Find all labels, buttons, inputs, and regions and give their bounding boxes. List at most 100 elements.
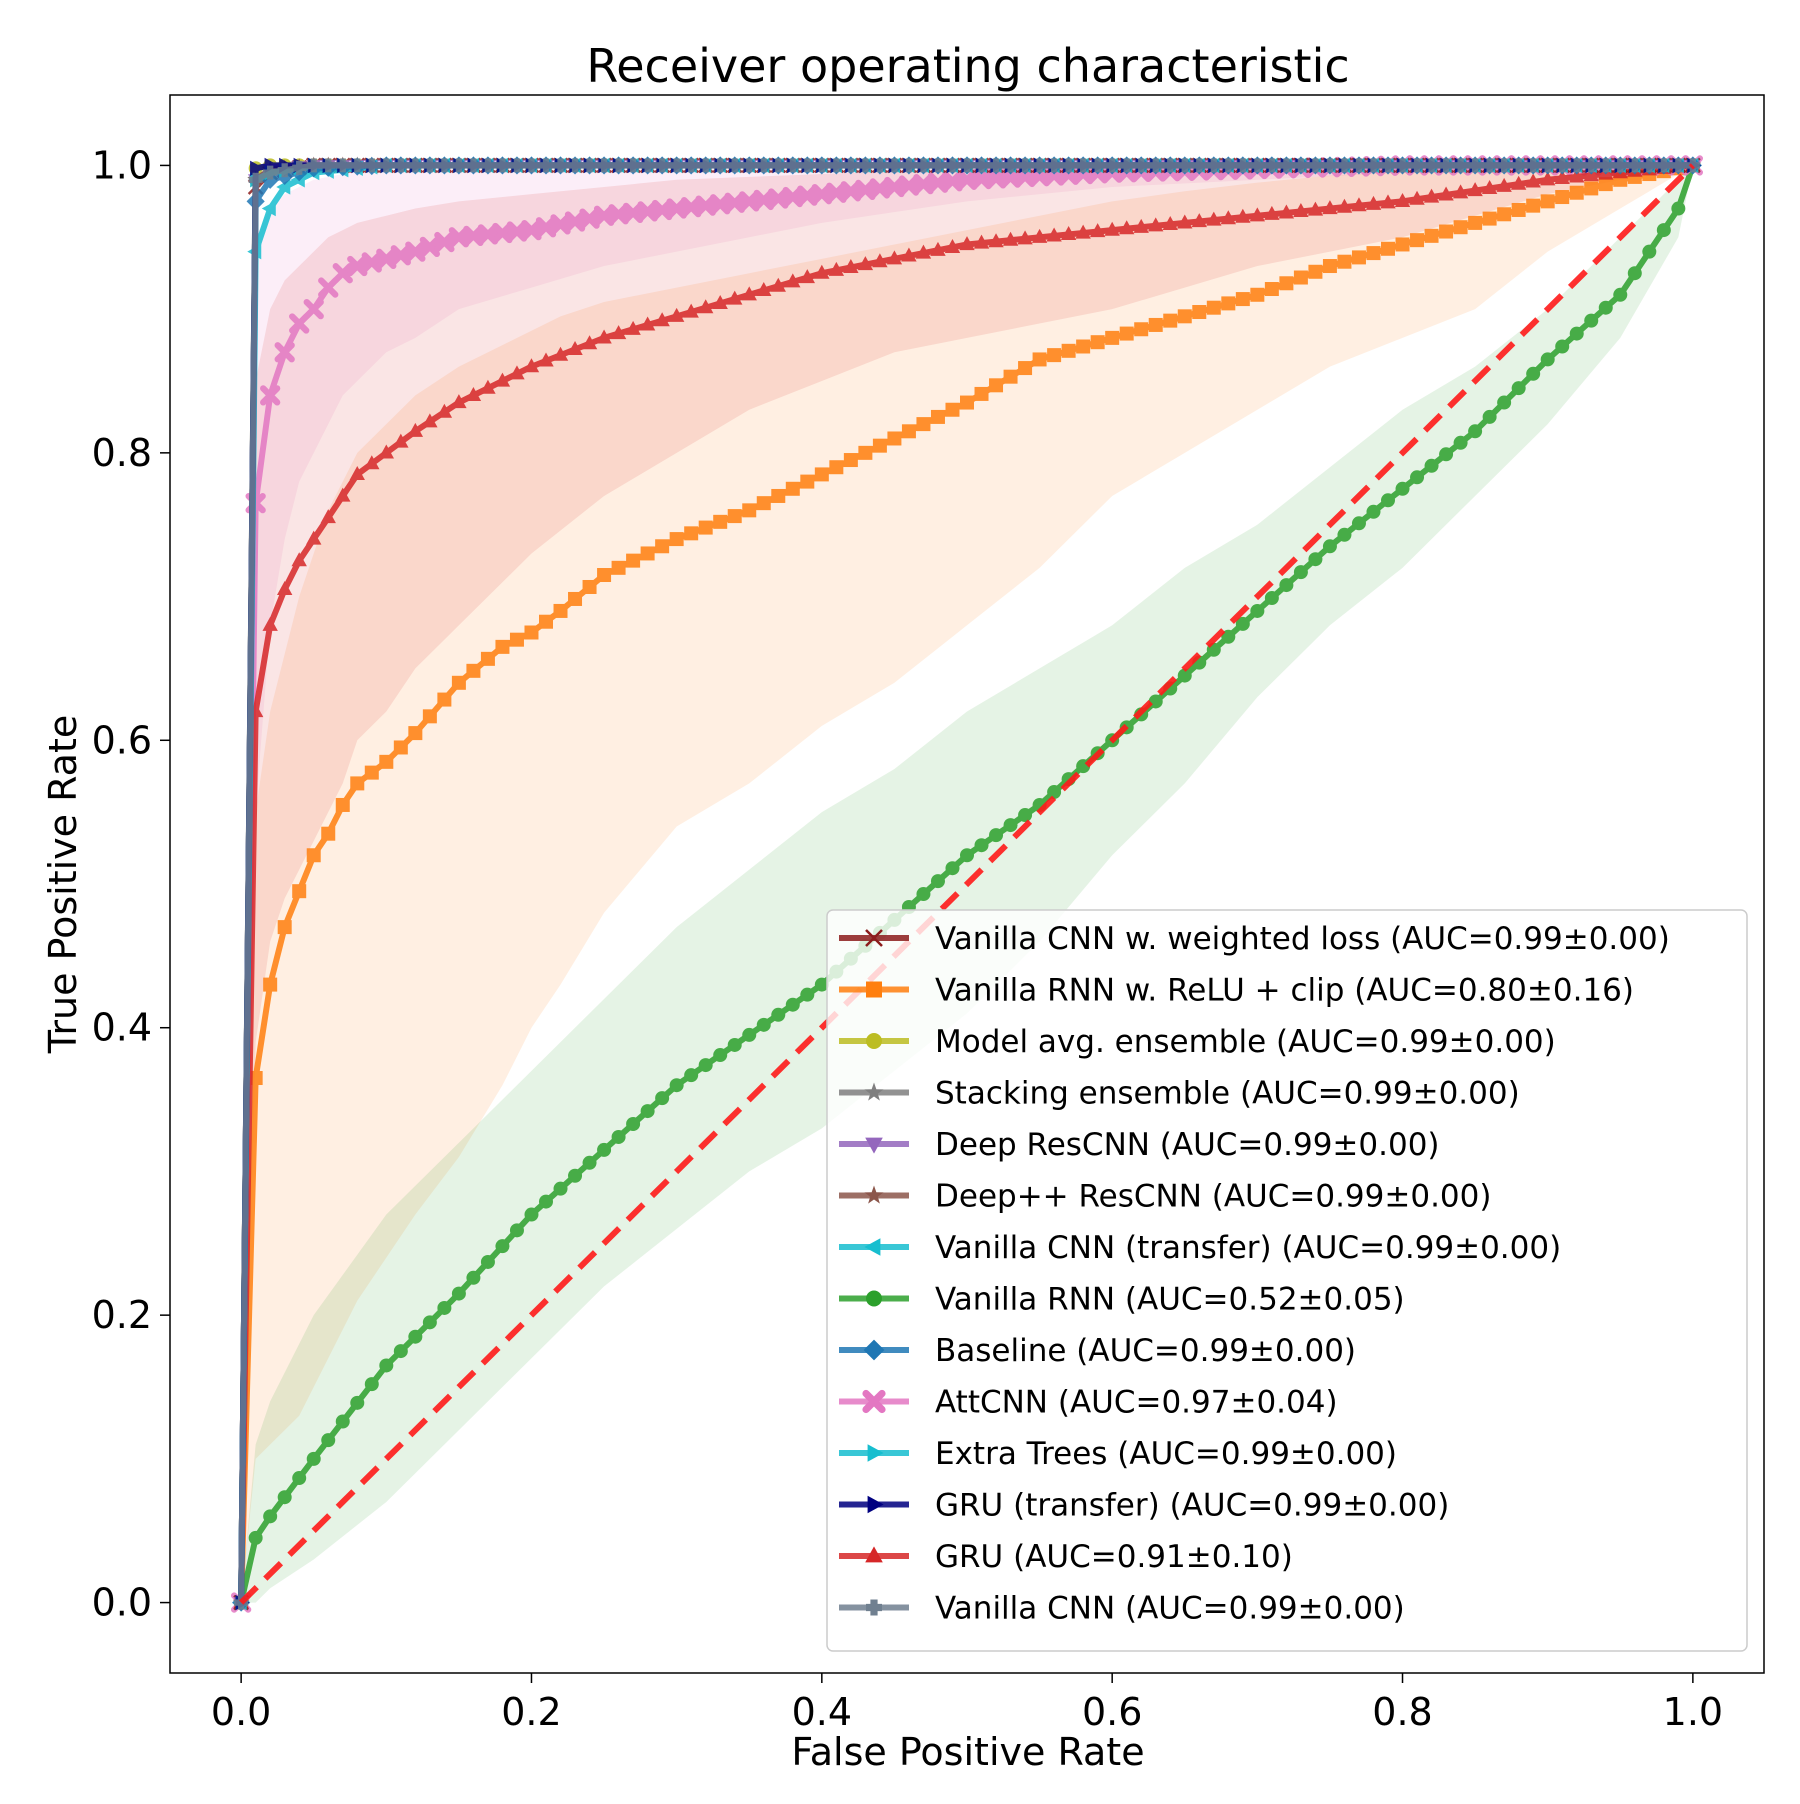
data-point (669, 532, 684, 547)
data-point (930, 241, 946, 256)
data-point (1453, 435, 1468, 450)
data-point (1613, 287, 1628, 302)
data-point (434, 231, 455, 253)
data-point (553, 1181, 568, 1196)
data-point (379, 754, 394, 769)
data-point (1250, 603, 1265, 618)
data-point (956, 169, 978, 190)
data-point (974, 386, 989, 401)
data-point (1642, 244, 1657, 259)
data-point (785, 273, 801, 288)
legend-label: Deep++ ResCNN (AUC=0.99±0.00) (935, 1179, 1491, 1215)
data-point (1264, 205, 1280, 220)
legend-label: Extra Trees (AUC=0.99±0.00) (935, 1436, 1397, 1472)
data-point (814, 158, 829, 173)
series-vanilla-rnn-w-relu-clip (234, 158, 1700, 1610)
data-point (959, 236, 975, 251)
data-point (1177, 309, 1192, 324)
legend-entry: GRU (AUC=0.91±0.10) (839, 1539, 1293, 1575)
data-point (332, 263, 353, 284)
data-point (553, 158, 568, 173)
data-point (260, 385, 281, 406)
data-point (1496, 177, 1512, 192)
y-tick-label: 1.0 (92, 143, 152, 187)
data-point (1525, 173, 1541, 188)
data-point (262, 616, 278, 631)
data-point (1439, 447, 1454, 462)
data-point (306, 158, 321, 173)
legend-label: Deep ResCNN (AUC=0.99±0.00) (935, 1127, 1440, 1163)
data-point (1366, 158, 1381, 173)
data-point (538, 614, 553, 629)
legend-swatch-marker (865, 1546, 883, 1563)
data-point (524, 158, 539, 173)
data-point (799, 269, 816, 284)
data-point (321, 158, 336, 173)
data-point (379, 1358, 394, 1373)
data-point (655, 539, 670, 554)
data-point (1235, 292, 1250, 307)
chance-layer (239, 163, 1695, 1605)
data-point (1336, 198, 1353, 213)
data-point (1134, 158, 1149, 173)
data-point (451, 1286, 466, 1301)
data-point (1192, 158, 1207, 173)
data-point (742, 503, 757, 518)
data-point (1191, 213, 1207, 228)
data-point (451, 394, 467, 409)
data-point (1526, 158, 1541, 173)
data-point (524, 625, 539, 640)
data-point (684, 158, 699, 173)
data-point (1584, 158, 1599, 173)
data-point (1293, 270, 1308, 285)
data-point (930, 158, 945, 173)
data-point (1380, 194, 1396, 209)
y-axis-label: True Positive Rate (41, 715, 85, 1055)
data-point (408, 726, 423, 741)
data-point (1322, 200, 1338, 215)
data-point (1221, 296, 1236, 311)
data-point (1526, 366, 1541, 381)
data-point (451, 158, 466, 173)
data-point (335, 158, 350, 173)
data-point (292, 1471, 307, 1486)
data-point (626, 1117, 641, 1132)
confidence-band-vanilla-rnn-w-relu-clip (241, 165, 1693, 1603)
data-point (1351, 158, 1366, 173)
data-point (509, 365, 525, 380)
data-point (1221, 629, 1236, 644)
x-tick-label: 0.2 (501, 1690, 561, 1734)
data-point (321, 826, 336, 841)
data-point (697, 299, 714, 314)
data-point (509, 632, 524, 647)
data-point (1090, 158, 1105, 173)
data-point (626, 553, 641, 568)
data-point (1526, 198, 1541, 213)
legend-label: GRU (AUC=0.91±0.10) (935, 1539, 1293, 1575)
data-point (466, 158, 481, 173)
chance-diagonal-line (239, 163, 1695, 1605)
data-point (1104, 221, 1120, 236)
legend-swatch-marker (866, 1290, 882, 1307)
data-point (306, 848, 321, 863)
data-point (1018, 361, 1033, 376)
data-point (1453, 220, 1468, 235)
data-point (683, 303, 699, 318)
legend-label: Model avg. ensemble (AUC=0.99±0.00) (935, 1024, 1556, 1060)
data-point (582, 1155, 597, 1170)
data-point (988, 233, 1004, 248)
data-point (1656, 223, 1671, 238)
data-point (1642, 158, 1657, 173)
data-point (1482, 409, 1497, 424)
legend-label: Vanilla CNN w. weighted loss (AUC=0.99±0… (935, 921, 1670, 957)
data-point (857, 256, 874, 271)
data-point (1322, 539, 1337, 554)
data-point (568, 591, 583, 606)
data-point (1467, 182, 1483, 197)
data-point (800, 987, 815, 1002)
data-point (1017, 230, 1033, 245)
data-point (291, 552, 307, 567)
data-point (989, 158, 1004, 173)
